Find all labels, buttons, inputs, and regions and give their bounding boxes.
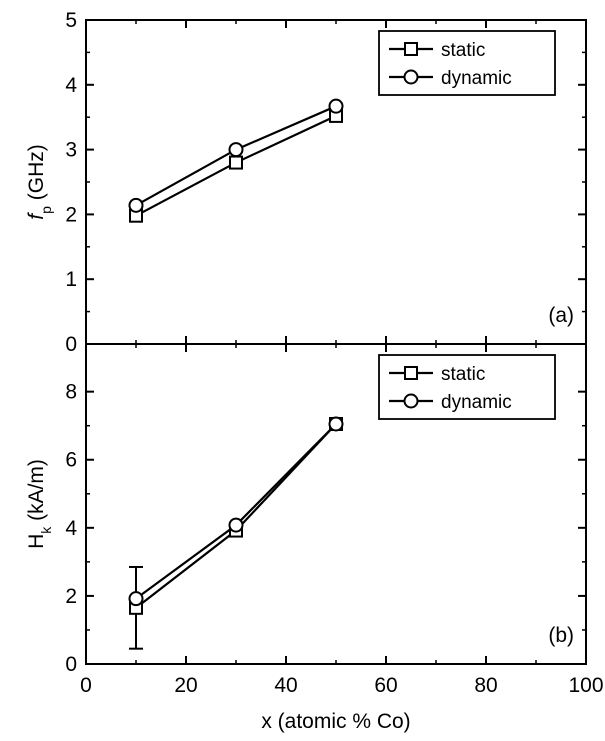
y-tick-label: 4 [65, 74, 77, 97]
y-axis-title-subscript: k [38, 526, 54, 534]
panel-label: (a) [548, 304, 574, 327]
legend-label-dynamic: dynamic [441, 392, 512, 413]
x-axis-title: x (atomic % Co) [261, 710, 410, 733]
y-tick-label: 2 [65, 203, 77, 226]
point-static [229, 155, 243, 170]
series-line-static [135, 423, 337, 609]
panel-label: (b) [548, 624, 574, 647]
legend-marker-dynamic [403, 69, 419, 85]
y-tick-label: 0 [65, 653, 77, 676]
legend-marker-static [404, 366, 418, 380]
legend-label-static: static [441, 40, 485, 61]
y-axis-title: Hk (kA/m) [25, 459, 54, 549]
y-tick-label: 3 [65, 139, 77, 162]
x-tick-label: 80 [474, 674, 497, 697]
x-tick-label: 20 [174, 674, 197, 697]
y-tick-label: 8 [65, 381, 77, 404]
x-tick-label: 100 [568, 674, 603, 697]
x-tick-label: 40 [274, 674, 297, 697]
y-tick-label: 1 [65, 268, 77, 291]
y-axis-title-unit: (GHz) [25, 144, 48, 206]
x-tick-label: 0 [80, 674, 92, 697]
point-dynamic [128, 197, 144, 213]
point-dynamic [328, 416, 344, 432]
point-dynamic [228, 142, 244, 158]
y-tick-label: 5 [65, 9, 77, 32]
y-axis-title-subscript: p [38, 206, 54, 214]
y-tick-label: 6 [65, 449, 77, 472]
panel-a: 0 1 2 3 4 5 fp (GHz) static dynamic (a) [25, 9, 587, 356]
legend-label-static: static [441, 364, 485, 385]
y-axis-title-symbol: f [25, 212, 48, 220]
series-line-dynamic [135, 423, 337, 600]
legend-marker-dynamic [403, 393, 419, 409]
y-tick-label: 0 [65, 333, 77, 356]
y-tick-label: 4 [65, 517, 77, 540]
legend: static dynamic [378, 30, 556, 96]
y-axis-title-symbol: H [25, 534, 48, 549]
x-tick-label: 60 [374, 674, 397, 697]
legend-box [378, 354, 556, 420]
y-tick-label: 2 [65, 585, 77, 608]
point-dynamic [328, 98, 344, 114]
y-axis-title-unit: (kA/m) [25, 459, 48, 527]
legend: static dynamic [378, 354, 556, 420]
y-axis-title: fp (GHz) [25, 144, 54, 219]
legend-label-dynamic: dynamic [441, 68, 512, 89]
legend-marker-static [404, 42, 418, 56]
point-dynamic [228, 517, 244, 533]
point-dynamic [128, 591, 144, 607]
legend-box [378, 30, 556, 96]
